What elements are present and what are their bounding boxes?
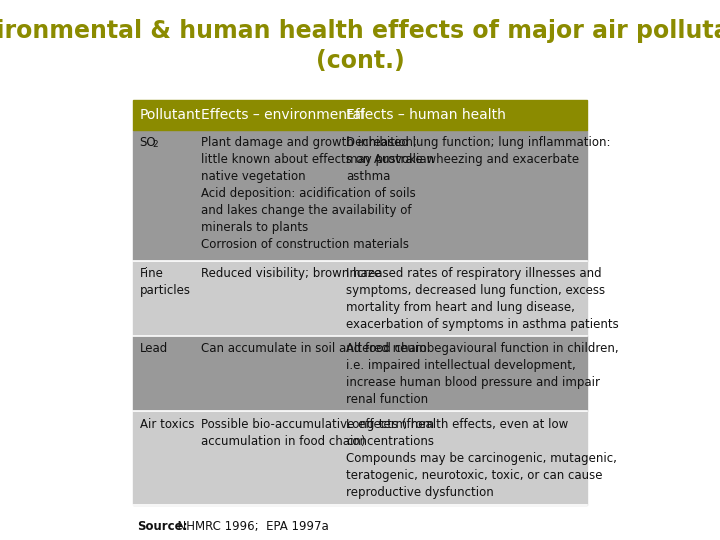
Text: Long-term health effects, even at low
concentrations
Compounds may be carcinogen: Long-term health effects, even at low co…	[346, 417, 617, 498]
Bar	[133, 336, 587, 411]
Bar	[133, 100, 587, 130]
Text: Effects – environmental: Effects – environmental	[201, 108, 365, 122]
Text: SO: SO	[140, 136, 156, 149]
Text: Altered neurobegavioural function in children,
i.e. impaired intellectual develo: Altered neurobegavioural function in chi…	[346, 342, 619, 407]
Text: Air toxics: Air toxics	[140, 417, 194, 430]
Text: Reduced visibility; brown haze: Reduced visibility; brown haze	[201, 267, 382, 280]
Text: Environmental & human health effects of major air pollutants
(cont.): Environmental & human health effects of …	[0, 19, 720, 72]
Bar	[133, 130, 587, 261]
Text: 2: 2	[153, 140, 158, 150]
Bar	[133, 261, 587, 336]
Text: Fine
particles: Fine particles	[140, 267, 191, 298]
Text: Source:: Source:	[138, 520, 188, 533]
Text: Can accumulate in soil and food chain: Can accumulate in soil and food chain	[201, 342, 427, 355]
Bar	[133, 411, 587, 505]
Text: Plant damage and growth inhibition;
little known about effects on Australian
nat: Plant damage and growth inhibition; litt…	[201, 136, 434, 251]
Text: Decreased lung function; lung inflammation:
may provoke wheezing and exacerbate
: Decreased lung function; lung inflammati…	[346, 136, 611, 183]
Text: NHMRC 1996;  EPA 1997a: NHMRC 1996; EPA 1997a	[170, 520, 329, 533]
Text: Pollutant: Pollutant	[140, 108, 201, 122]
Text: Increased rates of respiratory illnesses and
symptoms, decreased lung function, : Increased rates of respiratory illnesses…	[346, 267, 619, 332]
Text: Possible bio-accumulative effects (from
accumulation in food chain): Possible bio-accumulative effects (from …	[201, 417, 434, 448]
Text: Effects – human health: Effects – human health	[346, 108, 506, 122]
Text: Lead: Lead	[140, 342, 168, 355]
